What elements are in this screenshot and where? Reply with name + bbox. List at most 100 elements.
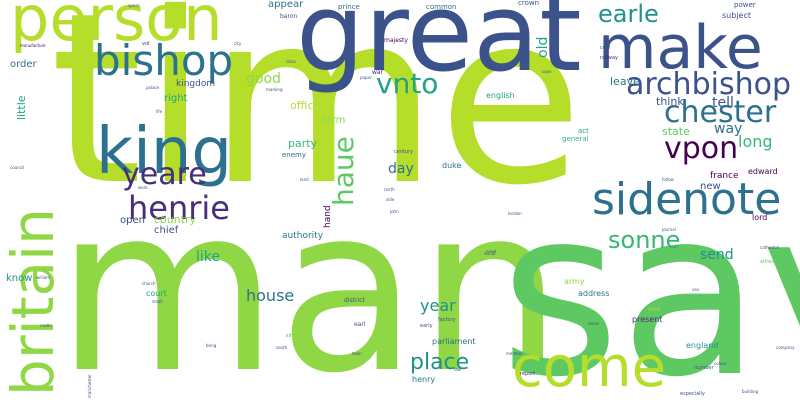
word-old: old [535,36,551,58]
word-earl: earl [354,321,366,328]
word-bring: bring [206,343,217,348]
word-henry: henry [412,375,436,384]
word-france: france [710,171,739,181]
word-general: general [562,135,589,143]
word-person: person [10,0,223,55]
word-king: king [96,115,233,189]
word-south: south [276,345,288,350]
word-state: state [662,125,690,138]
word-army: army [564,277,585,286]
word-cathedral: cathedral [760,245,779,250]
word-authority: authority [282,231,324,241]
word-crown: crown [518,0,540,7]
word-early: early [420,323,433,329]
word-railway: railway [600,55,619,61]
word-church: church [142,281,156,286]
word-day: day [388,161,414,177]
word-act: act [578,127,589,135]
word-lord: lord [752,213,768,222]
word-present: present [632,315,663,324]
word-soon: soon [542,69,552,74]
word-sonne: sonne [608,226,681,254]
word-say: say [500,161,800,400]
word-way: way [714,121,743,137]
word-century: century [394,149,414,155]
word-send: send [700,247,734,263]
word-place: place [410,350,470,375]
word-address: address [578,289,610,298]
word-need: need [486,249,496,254]
word-open: open [120,215,145,226]
word-good: good [246,71,281,87]
word-journal: journal [662,227,676,232]
word-william: william [36,275,51,280]
word-sir: sir [286,333,293,339]
word-power: power [734,1,756,9]
word-archbishop: archbishop [626,67,791,102]
word-london: london [508,211,522,216]
word-vpon: vpon [664,131,739,166]
word-north: north [384,187,395,192]
word-john: john [390,209,399,214]
word-order: order [10,59,37,70]
word-colour: colour [714,361,727,366]
word-think: think [656,95,684,108]
word-alfred: alfred [760,259,775,265]
word-common: common [426,3,457,11]
word-war: war [372,69,384,76]
word-chester: chester [664,95,777,130]
word-law: law [454,367,461,372]
word-new: new [700,181,721,192]
word-right: right [164,93,188,104]
word-town: town [352,351,362,356]
word-number: number [694,365,714,371]
word-follow: follow [662,177,674,182]
word-district: district [344,297,365,304]
word-form: form [322,115,346,126]
word-england: england [686,341,719,350]
word-haue: haue [327,136,360,206]
word-make: make [598,13,763,83]
word-man: man [56,157,563,400]
word-bishop: bishop [94,36,234,85]
word-small: small [152,299,163,304]
word-little: little [15,95,28,120]
word-marking: marking [266,87,283,92]
word-english: english [486,91,515,100]
word-palace: palace [146,85,160,90]
word-baron: baron [280,13,298,20]
word-edward: edward [748,167,778,176]
word-subject: subject [722,11,751,20]
word-earle: earle [598,0,659,28]
word-sidenote: sidenote [592,174,782,225]
word-sea: sea [692,287,699,292]
word-speak: speak [128,3,140,8]
word-come: come [512,335,667,400]
word-factory: factory [438,317,456,323]
word-building: building [742,389,759,394]
word-city: city [234,41,242,46]
word-appear: appear [268,0,304,10]
word-yeare: yeare [122,157,207,192]
word-long: long [738,132,773,151]
word-manchester: manchester [87,374,92,398]
word-great: great [296,0,582,96]
word-britain: britain [0,208,67,396]
word-know: know [6,273,33,284]
word-work: work [138,185,148,190]
word-party: party [288,137,318,150]
word-office: office [290,99,321,112]
word-parliament: parliament [432,337,476,346]
word-mean: mean [588,321,600,326]
word-report: report [520,371,536,377]
word-majesty: majesty [384,37,408,44]
word-duke: duke [442,161,462,170]
word-chief: chief [154,225,179,236]
word-year: year [420,296,456,315]
word-castle: castle [40,323,52,328]
word-land: land [300,177,309,182]
word-company: company [776,345,795,350]
word-like: like [196,249,221,265]
word-life: life [156,109,163,114]
